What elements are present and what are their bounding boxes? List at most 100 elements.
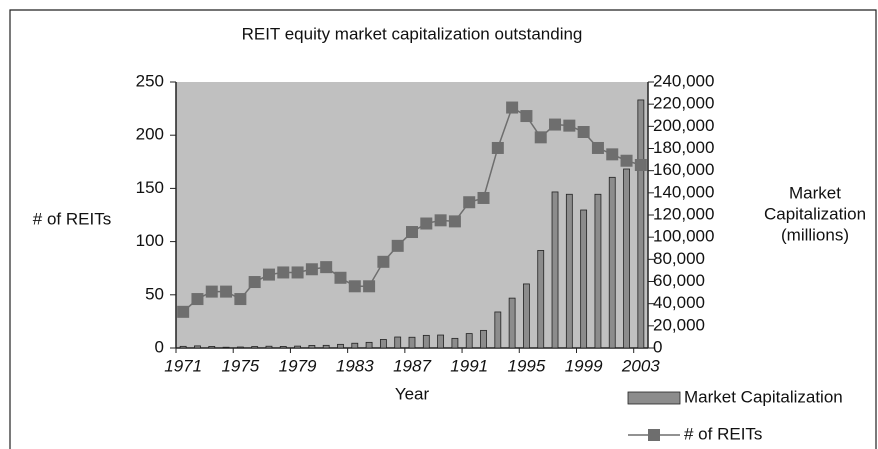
y-tick-label: 150: [136, 178, 164, 197]
marker: [305, 263, 318, 276]
marker: [506, 101, 519, 114]
y2-tick-label: 40,000: [653, 293, 705, 312]
marker: [334, 271, 347, 284]
x-tick-label: 1983: [336, 356, 374, 375]
bar: [308, 345, 316, 349]
bar: [437, 334, 445, 349]
bar: [294, 345, 301, 349]
marker: [606, 148, 619, 161]
y-tick-label: 250: [136, 71, 164, 90]
marker: [577, 126, 590, 139]
x-axis-label: Year: [395, 384, 430, 403]
marker: [391, 239, 404, 252]
y2-axis-label: (millions): [781, 225, 849, 244]
bar: [608, 176, 616, 349]
marker: [234, 293, 247, 306]
plot-area: [176, 82, 648, 348]
marker: [420, 217, 433, 230]
bar: [394, 336, 402, 349]
y-axis-label: # of REITs: [33, 209, 111, 228]
bar: [337, 343, 344, 349]
bar: [194, 345, 201, 349]
x-tick-label: 1979: [279, 356, 317, 375]
marker: [591, 141, 604, 154]
marker: [406, 226, 418, 239]
marker: [563, 119, 576, 132]
marker: [291, 266, 304, 279]
marker: [634, 158, 647, 171]
marker: [477, 191, 490, 204]
chart-title: REIT equity market capitalization outsta…: [242, 24, 583, 43]
bar: [322, 344, 330, 349]
y2-tick-label: 160,000: [653, 160, 714, 179]
bar: [465, 333, 473, 349]
bar: [480, 329, 487, 349]
bar: [179, 345, 187, 349]
bar: [623, 168, 630, 349]
bar: [251, 346, 259, 349]
marker: [248, 276, 261, 289]
legend-label: Market Capitalization: [684, 387, 843, 406]
x-tick-label: 1991: [450, 356, 488, 375]
y2-tick-label: 20,000: [653, 315, 705, 334]
bar: [537, 250, 545, 349]
y2-tick-label: 200,000: [653, 116, 714, 135]
bar: [422, 334, 430, 349]
y2-axis-label: Capitalization: [764, 204, 866, 223]
marker: [177, 305, 190, 318]
bar: [279, 346, 287, 349]
marker: [534, 131, 547, 144]
marker: [549, 118, 562, 131]
y2-tick-label: 60,000: [653, 271, 705, 290]
marker: [191, 293, 204, 306]
marker: [277, 266, 290, 279]
marker: [377, 255, 390, 268]
y2-tick-label: 120,000: [653, 204, 714, 223]
y2-tick-label: 0: [653, 337, 662, 356]
x-tick-label: 1999: [565, 356, 603, 375]
y2-axis-label: Market: [789, 183, 841, 202]
y2-tick-label: 80,000: [653, 249, 705, 268]
y-tick-label: 50: [145, 284, 164, 303]
y-tick-label: 200: [136, 125, 164, 144]
bar: [551, 191, 559, 349]
frame: [9, 9, 877, 449]
y2-tick-label: 240,000: [653, 71, 714, 90]
marker: [448, 215, 461, 228]
bar: [451, 337, 459, 349]
y2-tick-label: 140,000: [653, 182, 714, 201]
x-tick-label: 2003: [621, 356, 660, 375]
y2-tick-label: 180,000: [653, 138, 714, 157]
x-tick-label: 1987: [393, 356, 431, 375]
marker: [220, 285, 233, 298]
legend-marker: [648, 429, 660, 441]
y2-tick-label: 220,000: [653, 94, 714, 113]
legend-swatch: [627, 391, 681, 405]
bar: [351, 342, 359, 349]
x-tick-label: 1995: [508, 356, 546, 375]
bar: [523, 283, 530, 349]
bar: [508, 297, 516, 349]
bar: [365, 341, 373, 349]
bar: [565, 193, 573, 349]
bar: [265, 345, 273, 349]
x-tick-label: 1971: [164, 356, 202, 375]
bar: [408, 336, 416, 349]
marker: [205, 285, 218, 298]
marker: [491, 141, 504, 154]
marker: [262, 268, 275, 281]
marker: [463, 196, 476, 209]
bar: [637, 99, 645, 349]
bar: [222, 346, 230, 349]
bar: [580, 209, 588, 349]
x-tick-label: 1975: [221, 356, 259, 375]
marker: [363, 280, 376, 293]
y2-tick-label: 100,000: [653, 227, 714, 246]
legend-label: # of REITs: [684, 424, 762, 443]
bar: [236, 346, 244, 349]
bar: [594, 193, 602, 349]
marker: [434, 214, 447, 227]
bar: [379, 339, 387, 349]
marker: [620, 154, 633, 167]
